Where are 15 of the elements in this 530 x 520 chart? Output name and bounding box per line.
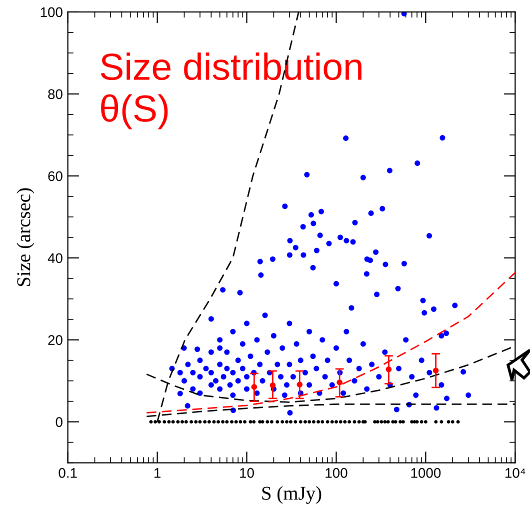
x-tick-label: 10⁴ bbox=[506, 468, 526, 478]
x-tick-label: 100 bbox=[326, 468, 348, 478]
x-tick-label: 10 bbox=[240, 468, 254, 478]
x-tick-label: 0.1 bbox=[58, 468, 77, 478]
x-tick-label: 1 bbox=[154, 468, 160, 478]
text: Size distribution θ(S) bbox=[100, 52, 362, 130]
y-tick-label: 100 bbox=[40, 7, 62, 18]
y-tick-label: 40 bbox=[48, 253, 62, 264]
y-tick-label: 60 bbox=[48, 171, 62, 182]
y-tick-label: 0 bbox=[56, 417, 62, 427]
y-axis-title: Size (arcsec) bbox=[16, 188, 34, 286]
y-tick-label: 20 bbox=[48, 335, 62, 346]
x-axis-title: S (mJy) bbox=[262, 486, 322, 504]
y-tick-label: 80 bbox=[48, 89, 62, 100]
x-tick-label: 1000 bbox=[411, 468, 441, 478]
